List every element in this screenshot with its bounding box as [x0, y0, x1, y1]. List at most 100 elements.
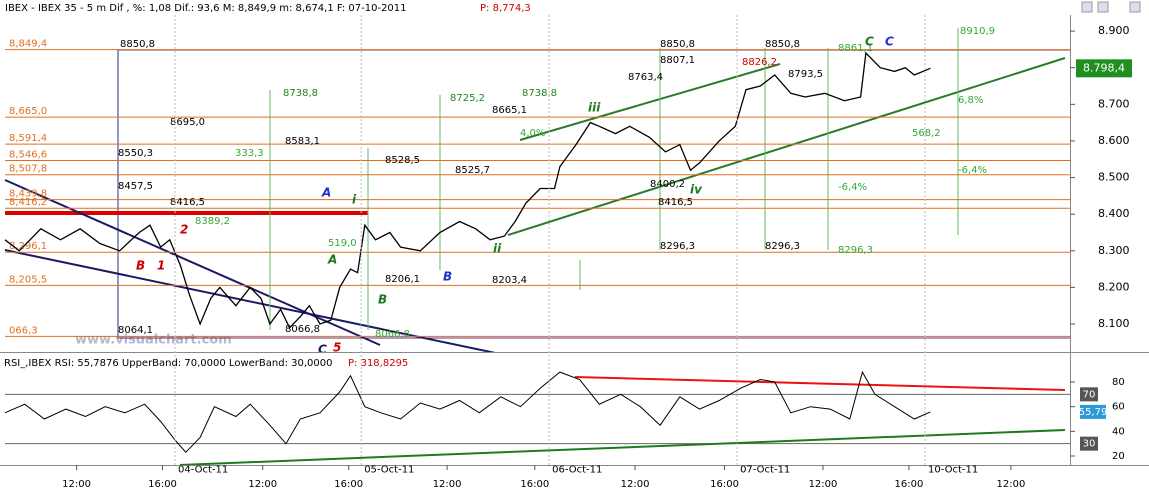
- wave-label: 1: [157, 259, 165, 273]
- wave-label: C: [318, 343, 327, 357]
- price-note: 8695,0: [170, 117, 205, 128]
- price-note: 8793,5: [788, 69, 823, 80]
- price-note: 8525,7: [455, 165, 490, 176]
- price-line: [4, 51, 931, 329]
- price-note: 8550,3: [118, 148, 153, 159]
- x-tick-label: 12:00: [621, 479, 650, 490]
- x-tick-label: 12:00: [997, 479, 1026, 490]
- price-note: 8826,2: [742, 57, 777, 68]
- price-note: 8738,8: [283, 88, 318, 99]
- level-label: 8,591,4: [9, 133, 47, 144]
- price-note: 8066,8: [375, 329, 410, 340]
- trend-line: [574, 376, 1066, 391]
- wave-label: A: [321, 186, 331, 200]
- wave-label: B: [378, 293, 387, 307]
- rsi-line: [4, 370, 931, 454]
- wave-label: iii: [588, 101, 601, 115]
- price-note: 8763,4: [628, 72, 663, 83]
- level-label: 8,507,8: [9, 164, 47, 175]
- price-panel: 8,849,4 8,665,0 8,591,4 8,546,6 8,507,8 8,439…: [4, 26, 1070, 357]
- chart-title: IBEX - IBEX 35 - 5 m Dif , %: 1,08 Dif.:…: [5, 3, 407, 14]
- price-note: 8850,8: [120, 39, 155, 50]
- trend-line: [4, 249, 496, 352]
- price-note: 8296,3: [660, 241, 695, 252]
- wave-label: ii: [493, 242, 502, 256]
- price-note: 6,8%: [958, 95, 983, 106]
- price-note: 8203,4: [492, 275, 527, 286]
- price-note: 8738,8: [522, 88, 557, 99]
- wave-label: B: [443, 270, 452, 284]
- y-tick-label: 8.700: [1098, 97, 1130, 110]
- window-button[interactable]: [1081, 1, 1093, 13]
- rsi-band-label: 30: [1083, 439, 1096, 450]
- price-note: 8861,1: [838, 43, 873, 54]
- wave-label: 5: [333, 341, 341, 355]
- price-note: -6,4%: [958, 165, 987, 176]
- rsi-last-box: [1080, 404, 1106, 419]
- price-note: 4,0%: [520, 128, 545, 139]
- x-tick-label: 12:00: [62, 479, 91, 490]
- y-tick-label: 8.100: [1098, 317, 1130, 330]
- x-tick-label: 16:00: [520, 479, 549, 490]
- trend-line: [179, 429, 1066, 465]
- level-label: 066,3: [9, 325, 38, 336]
- price-note: 8583,1: [285, 136, 320, 147]
- price-note: 8066,8: [285, 324, 320, 335]
- wave-label: B: [136, 259, 145, 273]
- x-tick-label: 16:00: [710, 479, 739, 490]
- level-label: 8,665,0: [9, 106, 47, 117]
- price-note: 8665,1: [492, 105, 527, 116]
- rsi-y-tick-label: 40: [1112, 426, 1125, 437]
- axes: 04-Oct-11 05-Oct-11 06-Oct-11 07-Oct-11 10-O…: [62, 15, 1132, 490]
- rsi-last-label: 55,79: [1079, 407, 1108, 418]
- x-tick-label: 12:00: [433, 479, 462, 490]
- y-tick-label: 8.200: [1098, 280, 1130, 293]
- date-label: 05-Oct-11: [364, 464, 414, 475]
- x-tick-label: 12:00: [248, 479, 277, 490]
- level-label: 8,439,8: [9, 189, 47, 200]
- price-note: -6,4%: [838, 182, 867, 193]
- wave-label: A: [327, 253, 337, 267]
- level-label: 8,546,6: [9, 149, 47, 160]
- price-note: 8457,5: [118, 181, 153, 192]
- level-label: 8,849,4: [9, 39, 47, 50]
- date-label: 06-Oct-11: [552, 464, 602, 475]
- x-tick-label: 16:00: [148, 479, 177, 490]
- trend-line: [4, 179, 381, 346]
- price-note: 8416,5: [170, 197, 205, 208]
- price-note: 519,0: [328, 238, 357, 249]
- watermark: www.visualchart.com: [75, 333, 232, 348]
- date-label: 04-Oct-11: [178, 464, 228, 475]
- last-price-box: [1076, 59, 1132, 78]
- price-note: 8850,8: [765, 39, 800, 50]
- price-note: 8206,1: [385, 274, 420, 285]
- price-note: 8296,3: [765, 241, 800, 252]
- x-tick-label: 12:00: [809, 479, 838, 490]
- rsi-band-box: [1080, 387, 1098, 402]
- wave-label: C: [885, 35, 894, 49]
- y-tick-label: 8.600: [1098, 134, 1130, 147]
- price-note: 8416,5: [658, 197, 693, 208]
- x-tick-label: 16:00: [894, 479, 923, 490]
- price-note: 8389,2: [195, 216, 230, 227]
- last-price-label: 8.798,4: [1083, 61, 1125, 74]
- level-label: 8,416,2: [9, 197, 47, 208]
- price-note: 8807,1: [660, 55, 695, 66]
- date-label: 07-Oct-11: [740, 464, 790, 475]
- y-tick-label: 8.500: [1098, 171, 1130, 184]
- level-label: 8,205,5: [9, 274, 47, 285]
- wave-label: iv: [690, 183, 703, 197]
- close-price: P: 8,774,3: [480, 3, 531, 14]
- price-note: 8296,3: [838, 245, 873, 256]
- wave-label: i: [352, 193, 357, 207]
- wave-label: C: [865, 35, 874, 49]
- window-button[interactable]: [1097, 1, 1109, 13]
- price-note: 8528,5: [385, 155, 420, 166]
- rsi-panel: [4, 370, 1070, 465]
- y-tick-label: 8.300: [1098, 244, 1130, 257]
- price-note: 568,2: [912, 128, 941, 139]
- rsi-band-label: 70: [1083, 389, 1096, 400]
- window-button[interactable]: [1129, 1, 1141, 13]
- rsi-y-tick-label: 80: [1112, 377, 1125, 388]
